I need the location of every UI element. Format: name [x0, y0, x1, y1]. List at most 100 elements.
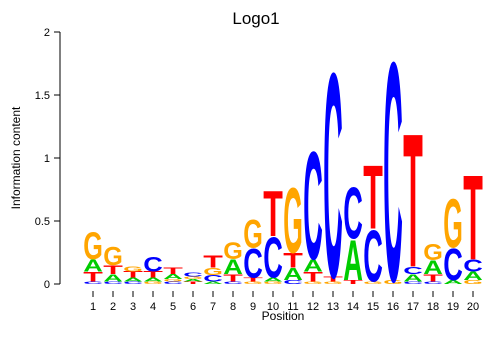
logo-letter-A: A [423, 257, 443, 278]
logo-letter-A: A [303, 255, 323, 275]
x-tick-label: 3 [130, 301, 136, 313]
logo-letter-A: A [143, 277, 163, 283]
x-tick-label: 6 [190, 301, 196, 313]
x-tick-label: 10 [267, 301, 279, 313]
logo-letter-C: C [303, 121, 323, 292]
logo-letter-A: A [103, 272, 123, 284]
x-tick-label: 16 [387, 301, 399, 313]
logo-letter-T: T [123, 270, 143, 280]
logo-letter-G: G [183, 276, 203, 280]
logo-letter-C: C [343, 172, 363, 254]
logo-letter-A: A [443, 279, 463, 285]
x-tick-label: 5 [170, 301, 176, 313]
logo-letter-C: C [223, 281, 243, 285]
logo-letter-C: C [283, 279, 303, 285]
x-tick-label: 20 [467, 301, 479, 313]
y-axis-title: Information content [9, 106, 23, 209]
x-tick-label: 15 [367, 301, 379, 313]
logo-letter-A: A [263, 277, 283, 283]
logo-letter-A: A [183, 278, 203, 282]
logo-letter-G: G [423, 240, 443, 266]
y-tick-label: 1 [44, 153, 50, 165]
logo-letter-A: A [123, 277, 143, 283]
y-axis: 0 0.5 1 1.5 2 [35, 27, 61, 291]
logo-letter-T: T [203, 253, 223, 272]
logo-letter-C: C [103, 281, 123, 285]
logo-letter-T: T [403, 93, 423, 306]
chart-title: Logo1 [232, 9, 279, 28]
logo-letter-G: G [243, 281, 263, 285]
x-tick-label: 13 [327, 301, 339, 313]
x-axis: 1 2 3 4 5 6 7 8 9 10 11 12 13 14 15 16 17 18 19 20 [90, 291, 479, 313]
logo-letter-C: C [183, 272, 203, 278]
logo-letter-A: A [83, 255, 103, 275]
logo-letter-T: T [183, 281, 203, 285]
logo-letter-G: G [83, 224, 103, 267]
x-tick-label: 12 [307, 301, 319, 313]
logo-letter-C: C [423, 281, 443, 285]
x-tick-label: 14 [347, 301, 359, 313]
logo-plot-area: CTAGCATGCATGGATCCGATTAGCACGTCTAGGTCGGACT… [83, 0, 483, 348]
x-tick-label: 17 [407, 301, 419, 313]
logo-letter-G: G [263, 281, 283, 285]
logo-letter-G: G [283, 169, 303, 273]
logo-letter-T: T [323, 275, 343, 283]
logo-letter-T: T [243, 277, 263, 283]
logo-letter-G: G [243, 213, 263, 257]
logo-letter-A: A [203, 281, 223, 285]
logo-letter-G: G [163, 278, 183, 282]
logo-letter-G: G [463, 279, 483, 285]
logo-letter-T: T [303, 270, 323, 285]
logo-letter-C: C [163, 281, 183, 285]
logo-letter-G: G [303, 281, 323, 285]
logo-letter-G: G [143, 281, 163, 285]
logo-letter-T: T [343, 279, 363, 285]
logo-letter-C: C [203, 274, 223, 284]
logo-letter-C: C [383, 0, 403, 348]
x-tick-label: 11 [287, 301, 298, 313]
x-tick-label: 18 [427, 301, 439, 313]
y-tick-label: 2 [44, 27, 50, 39]
logo-letter-T: T [83, 270, 103, 285]
logo-letter-T: T [143, 270, 163, 280]
logo-letter-G: G [443, 185, 463, 264]
logo-letter-T: T [423, 272, 443, 284]
logo-letter-C: C [323, 12, 343, 339]
logo-letter-A: A [463, 270, 483, 283]
logo-letter-C: C [83, 281, 103, 285]
logo-letter-C: C [243, 241, 263, 287]
logo-letter-A: A [403, 272, 423, 284]
logo-letter-T: T [263, 178, 283, 250]
x-tick-label: 7 [210, 301, 216, 313]
logo-letter-G: G [383, 279, 403, 285]
logo-letter-G: G [203, 266, 223, 277]
logo-letter-G: G [123, 265, 143, 273]
x-tick-label: 4 [150, 301, 156, 313]
x-tick-label: 9 [250, 301, 256, 313]
logo-letter-C: C [123, 281, 143, 285]
logo-letter-G: G [363, 281, 383, 285]
logo-letter-C: C [403, 281, 423, 285]
logo-letter-G: G [323, 281, 343, 285]
x-tick-label: 8 [230, 301, 236, 313]
logo-letter-T: T [363, 147, 383, 248]
logo-letter-G: G [103, 243, 123, 272]
y-tick-label: 1.5 [35, 90, 50, 102]
logo-letter-A: A [283, 264, 303, 284]
x-tick-label: 1 [90, 301, 96, 313]
logo-letter-T: T [103, 263, 123, 277]
logo-letter-T: T [223, 272, 243, 284]
y-tick-label: 0 [44, 279, 50, 291]
logo-letter-T: T [163, 266, 183, 276]
x-tick-label: 2 [110, 301, 116, 313]
logo-letter-T: T [283, 248, 303, 272]
logo-letter-C: C [263, 225, 283, 290]
x-tick-label: 19 [447, 301, 459, 313]
logo-letter-A: A [223, 256, 243, 279]
y-tick-label: 0.5 [35, 216, 50, 228]
logo-letter-A: A [343, 228, 363, 293]
logo-letter-G: G [223, 238, 243, 265]
logo-letter-C: C [443, 239, 463, 290]
logo-letter-C: C [143, 253, 163, 276]
